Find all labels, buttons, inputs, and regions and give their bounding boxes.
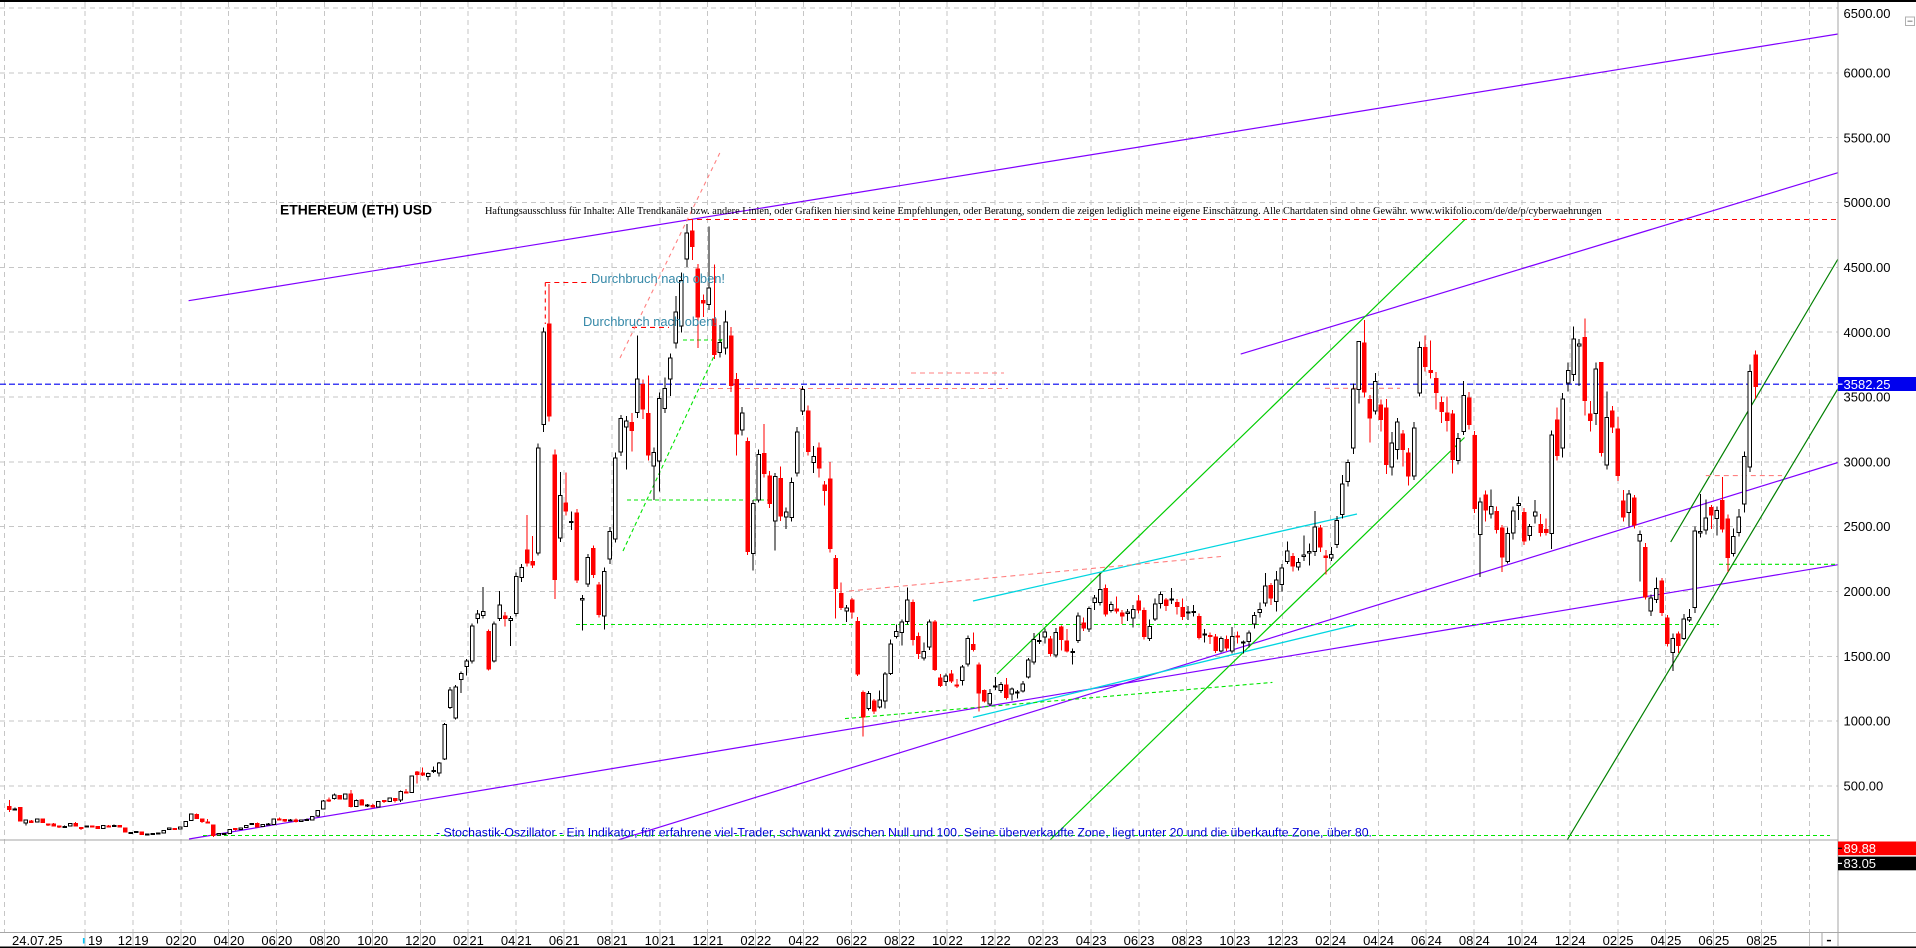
- svg-text:21: 21: [709, 933, 723, 948]
- svg-text:22: 22: [901, 933, 915, 948]
- svg-text:20: 20: [326, 933, 340, 948]
- svg-text:23: 23: [1140, 933, 1154, 948]
- svg-text:3582.25: 3582.25: [1844, 377, 1891, 392]
- svg-text:02: 02: [453, 933, 467, 948]
- svg-text:21: 21: [565, 933, 579, 948]
- svg-text:Haftungsausschluss für Inhalte: Haftungsausschluss für Inhalte: Alle Tre…: [485, 206, 1602, 217]
- svg-text:02: 02: [740, 933, 754, 948]
- svg-text:06: 06: [261, 933, 275, 948]
- svg-text:3000.00: 3000.00: [1844, 454, 1891, 469]
- svg-text:04: 04: [1363, 933, 1377, 948]
- svg-text:21: 21: [469, 933, 483, 948]
- svg-text:04: 04: [501, 933, 515, 948]
- svg-text:12: 12: [118, 933, 132, 948]
- svg-text:08: 08: [1172, 933, 1186, 948]
- svg-text:ETHEREUM (ETH) USD: ETHEREUM (ETH) USD: [280, 202, 432, 218]
- svg-text:6000.00: 6000.00: [1844, 65, 1891, 80]
- svg-text:20: 20: [278, 933, 292, 948]
- svg-text:23: 23: [1092, 933, 1106, 948]
- svg-text:23: 23: [1188, 933, 1202, 948]
- svg-text:06: 06: [549, 933, 563, 948]
- svg-text:12: 12: [405, 933, 419, 948]
- svg-text:24: 24: [1332, 933, 1346, 948]
- svg-text:500.00: 500.00: [1844, 779, 1884, 794]
- svg-text:22: 22: [757, 933, 771, 948]
- svg-text:23: 23: [1044, 933, 1058, 948]
- svg-text:22: 22: [805, 933, 819, 948]
- svg-text:10: 10: [357, 933, 371, 948]
- svg-text:19: 19: [134, 933, 148, 948]
- svg-text:20: 20: [230, 933, 244, 948]
- svg-text:24: 24: [1475, 933, 1489, 948]
- svg-text:25: 25: [1763, 933, 1777, 948]
- svg-text:3500.00: 3500.00: [1844, 390, 1891, 405]
- svg-text:2000.00: 2000.00: [1844, 584, 1891, 599]
- svg-text:02: 02: [1603, 933, 1617, 948]
- svg-text:- Stochastik-Oszillator - Ein: - Stochastik-Oszillator - Ein Indikator,…: [436, 826, 1372, 840]
- svg-text:02: 02: [166, 933, 180, 948]
- svg-text:24: 24: [1380, 933, 1394, 948]
- svg-text:20: 20: [374, 933, 388, 948]
- svg-text:04: 04: [1651, 933, 1665, 948]
- svg-text:12: 12: [693, 933, 707, 948]
- svg-text:25: 25: [1715, 933, 1729, 948]
- svg-text:10: 10: [645, 933, 659, 948]
- svg-text:19: 19: [88, 933, 102, 948]
- svg-text:08: 08: [309, 933, 323, 948]
- svg-text:10: 10: [1219, 933, 1233, 948]
- svg-text:1000.00: 1000.00: [1844, 714, 1891, 729]
- svg-text:4500.00: 4500.00: [1844, 260, 1891, 275]
- svg-text:23: 23: [1236, 933, 1250, 948]
- svg-text:2500.00: 2500.00: [1844, 519, 1891, 534]
- svg-text:06: 06: [1411, 933, 1425, 948]
- svg-text:06: 06: [1124, 933, 1138, 948]
- svg-text:10: 10: [1507, 933, 1521, 948]
- svg-text:25: 25: [1619, 933, 1633, 948]
- svg-text:24: 24: [1523, 933, 1537, 948]
- svg-text:22: 22: [996, 933, 1010, 948]
- svg-text:02: 02: [1028, 933, 1042, 948]
- svg-text:20: 20: [422, 933, 436, 948]
- svg-text:04: 04: [214, 933, 228, 948]
- svg-text:08: 08: [597, 933, 611, 948]
- svg-text:08: 08: [884, 933, 898, 948]
- svg-text:21: 21: [517, 933, 531, 948]
- svg-text:08: 08: [1746, 933, 1760, 948]
- svg-text:21: 21: [613, 933, 627, 948]
- svg-text:24: 24: [1427, 933, 1441, 948]
- svg-text:24: 24: [1571, 933, 1585, 948]
- svg-text:04: 04: [788, 933, 802, 948]
- svg-text:22: 22: [853, 933, 867, 948]
- svg-text:5500.00: 5500.00: [1844, 130, 1891, 145]
- svg-text:12: 12: [1555, 933, 1569, 948]
- svg-text:06: 06: [836, 933, 850, 948]
- svg-text:12: 12: [1267, 933, 1281, 948]
- svg-text:22: 22: [948, 933, 962, 948]
- svg-text:24.07.25: 24.07.25: [12, 933, 63, 948]
- svg-text:23: 23: [1284, 933, 1298, 948]
- svg-text:02: 02: [1315, 933, 1329, 948]
- svg-text:25: 25: [1667, 933, 1681, 948]
- svg-text:06: 06: [1698, 933, 1712, 948]
- svg-text:12: 12: [980, 933, 994, 948]
- svg-text:10: 10: [932, 933, 946, 948]
- svg-text:04: 04: [1076, 933, 1090, 948]
- svg-text:5000.00: 5000.00: [1844, 195, 1891, 210]
- svg-text:08: 08: [1459, 933, 1473, 948]
- svg-text:1500.00: 1500.00: [1844, 649, 1891, 664]
- svg-text:21: 21: [661, 933, 675, 948]
- svg-text:Durchbruch nach oben!: Durchbruch nach oben!: [583, 314, 717, 329]
- svg-text:20: 20: [182, 933, 196, 948]
- svg-text:83.05: 83.05: [1844, 856, 1877, 871]
- svg-text:89.88: 89.88: [1844, 841, 1877, 856]
- svg-text:4000.00: 4000.00: [1844, 325, 1891, 340]
- svg-text:6500.00: 6500.00: [1844, 6, 1891, 21]
- svg-text:Durchbruch nach oben!: Durchbruch nach oben!: [591, 271, 725, 286]
